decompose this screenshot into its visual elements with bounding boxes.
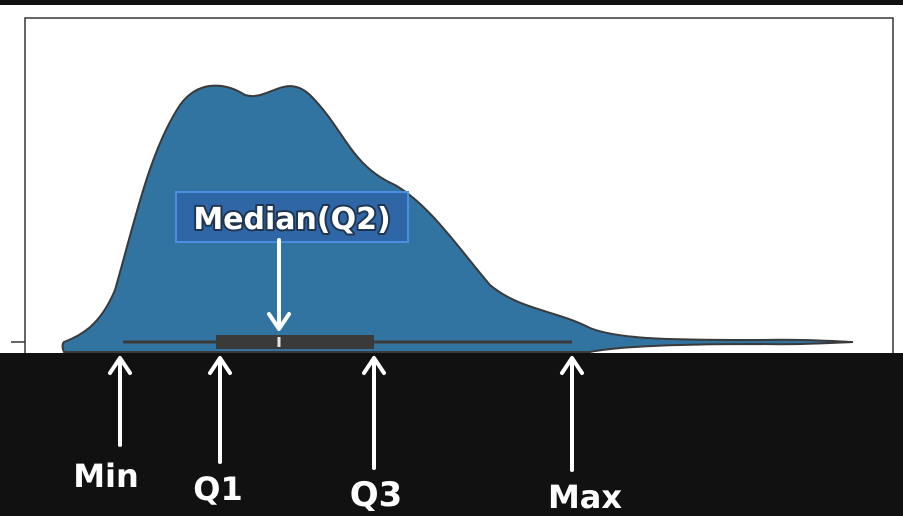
q1-label: Q1 <box>193 470 242 508</box>
median-label: Median(Q2) <box>193 202 390 237</box>
max-arrowhead <box>560 356 584 375</box>
max-label: Max <box>548 478 622 516</box>
bottom-band <box>0 353 903 516</box>
violin-body <box>61 84 854 353</box>
median-arrowhead <box>267 312 291 331</box>
q3-arrowhead <box>362 356 386 375</box>
min-arrowhead <box>108 356 132 375</box>
min-label: Min <box>73 457 139 495</box>
iqr-box <box>216 335 374 349</box>
q1-arrowhead <box>208 356 232 375</box>
q3-label: Q3 <box>350 475 403 515</box>
top-border <box>0 0 903 5</box>
median-label-box <box>175 191 409 243</box>
